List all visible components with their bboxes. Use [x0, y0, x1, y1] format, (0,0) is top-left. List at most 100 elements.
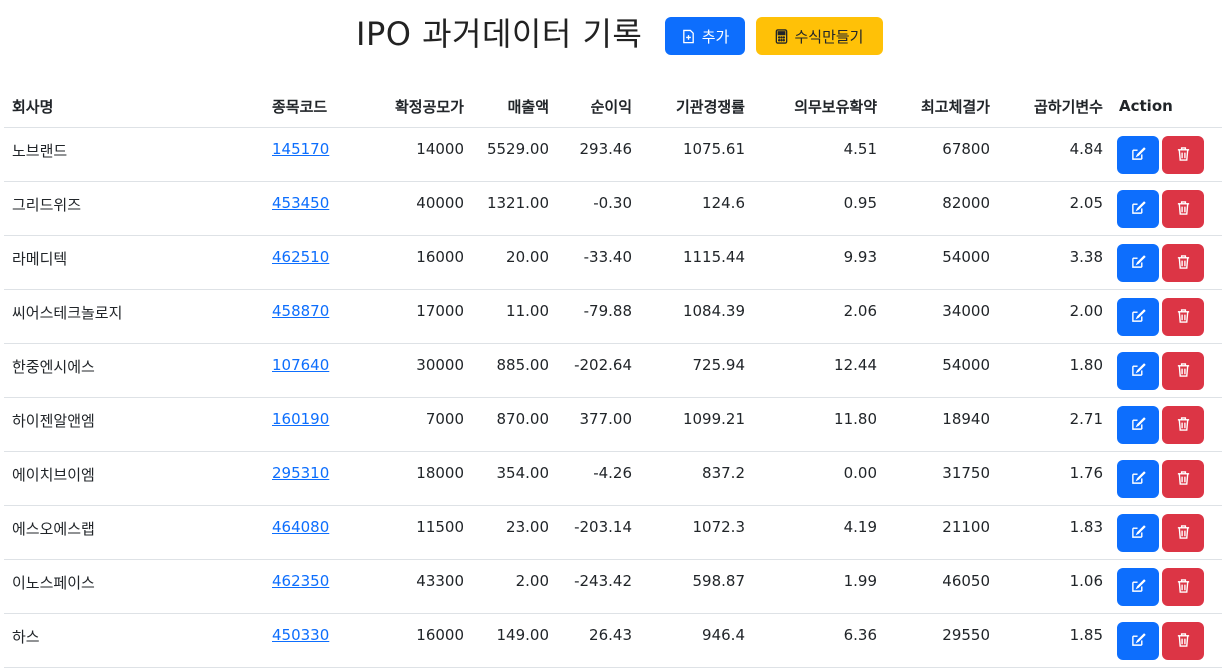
cell-company: 노브랜드	[4, 127, 264, 182]
pencil-square-icon	[1131, 362, 1146, 380]
cell-code: 462510	[264, 235, 344, 290]
cell-code: 160190	[264, 397, 344, 452]
cell-max-price: 34000	[885, 289, 998, 344]
code-link[interactable]: 462510	[272, 248, 330, 266]
cell-price: 30000	[344, 343, 472, 398]
cell-max-price: 18940	[885, 397, 998, 452]
code-link[interactable]: 107640	[272, 356, 330, 374]
delete-button[interactable]	[1162, 514, 1204, 552]
cell-price: 16000	[344, 613, 472, 668]
cell-max-price: 46050	[885, 559, 998, 614]
cell-sales: 870.00	[472, 397, 557, 452]
cell-company: 한중엔시에스	[4, 343, 264, 398]
code-link[interactable]: 453450	[272, 194, 330, 212]
edit-button[interactable]	[1117, 136, 1159, 174]
cell-max-price: 82000	[885, 181, 998, 236]
col-header-sales: 매출액	[472, 85, 557, 128]
formula-button[interactable]: 수식만들기	[756, 17, 883, 55]
edit-button[interactable]	[1117, 622, 1159, 660]
cell-sales: 2.00	[472, 559, 557, 614]
cell-action	[1111, 559, 1222, 614]
delete-button[interactable]	[1162, 460, 1204, 498]
code-link[interactable]: 160190	[272, 410, 330, 428]
cell-lockup: 11.80	[753, 397, 885, 452]
cell-competition: 837.2	[640, 451, 753, 506]
cell-multiplier: 2.05	[998, 181, 1111, 236]
code-link[interactable]: 464080	[272, 518, 330, 536]
file-plus-icon	[681, 29, 696, 44]
delete-button[interactable]	[1162, 244, 1204, 282]
cell-competition: 1072.3	[640, 505, 753, 560]
code-link[interactable]: 458870	[272, 302, 330, 320]
cell-sales: 149.00	[472, 613, 557, 668]
calculator-icon	[775, 28, 788, 44]
code-link[interactable]: 145170	[272, 140, 330, 158]
code-link[interactable]: 450330	[272, 626, 330, 644]
pencil-square-icon	[1131, 200, 1146, 218]
cell-multiplier: 2.00	[998, 289, 1111, 344]
cell-max-price: 54000	[885, 235, 998, 290]
col-header-code: 종목코드	[264, 85, 344, 128]
trash-icon	[1176, 362, 1191, 381]
cell-price: 43300	[344, 559, 472, 614]
pencil-square-icon	[1131, 470, 1146, 488]
trash-icon	[1176, 254, 1191, 273]
cell-company: 이노스페이스	[4, 559, 264, 614]
edit-button[interactable]	[1117, 298, 1159, 336]
delete-button[interactable]	[1162, 622, 1204, 660]
cell-competition: 1075.61	[640, 127, 753, 182]
cell-code: 145170	[264, 127, 344, 182]
edit-button[interactable]	[1117, 514, 1159, 552]
cell-price: 17000	[344, 289, 472, 344]
cell-action	[1111, 613, 1222, 668]
trash-icon	[1176, 200, 1191, 219]
edit-button[interactable]	[1117, 244, 1159, 282]
edit-button[interactable]	[1117, 190, 1159, 228]
delete-button[interactable]	[1162, 406, 1204, 444]
cell-lockup: 12.44	[753, 343, 885, 398]
cell-sales: 5529.00	[472, 127, 557, 182]
pencil-square-icon	[1131, 308, 1146, 326]
table-row: 하이젠알앤엠 160190 7000 870.00 377.00 1099.21 11.80…	[4, 397, 1222, 452]
table-row: 라메디텍 462510 16000 20.00 -33.40 1115.44 9.93 540…	[4, 235, 1222, 290]
edit-button[interactable]	[1117, 352, 1159, 390]
delete-button[interactable]	[1162, 298, 1204, 336]
trash-icon	[1176, 578, 1191, 597]
cell-competition: 725.94	[640, 343, 753, 398]
delete-button[interactable]	[1162, 136, 1204, 174]
edit-button[interactable]	[1117, 406, 1159, 444]
delete-button[interactable]	[1162, 568, 1204, 606]
cell-multiplier: 1.83	[998, 505, 1111, 560]
cell-lockup: 1.99	[753, 559, 885, 614]
cell-profit: -0.30	[557, 181, 640, 236]
cell-sales: 23.00	[472, 505, 557, 560]
page-header: IPO 과거데이터 기록 추가 수식만들기	[0, 0, 1222, 70]
cell-action	[1111, 181, 1222, 236]
cell-competition: 1084.39	[640, 289, 753, 344]
edit-button[interactable]	[1117, 568, 1159, 606]
trash-icon	[1176, 632, 1191, 651]
cell-multiplier: 1.80	[998, 343, 1111, 398]
formula-button-label: 수식만들기	[794, 27, 864, 46]
trash-icon	[1176, 308, 1191, 327]
cell-sales: 20.00	[472, 235, 557, 290]
table-row: 씨어스테크놀로지 458870 17000 11.00 -79.88 1084.39 2.0…	[4, 289, 1222, 344]
edit-button[interactable]	[1117, 460, 1159, 498]
code-link[interactable]: 295310	[272, 464, 330, 482]
code-link[interactable]: 462350	[272, 572, 330, 590]
table-row: 노브랜드 145170 14000 5529.00 293.46 1075.61 4.51 6…	[4, 127, 1222, 182]
cell-action	[1111, 289, 1222, 344]
ipo-table: 회사명 종목코드 확정공모가 매출액 순이익 기관경쟁률 의무보유확약 최고체결…	[4, 85, 1222, 668]
cell-profit: -79.88	[557, 289, 640, 344]
cell-multiplier: 1.06	[998, 559, 1111, 614]
cell-action	[1111, 343, 1222, 398]
cell-company: 에스오에스랩	[4, 505, 264, 560]
add-button[interactable]: 추가	[665, 17, 745, 55]
trash-icon	[1176, 524, 1191, 543]
cell-action	[1111, 127, 1222, 182]
cell-company: 씨어스테크놀로지	[4, 289, 264, 344]
delete-button[interactable]	[1162, 352, 1204, 390]
delete-button[interactable]	[1162, 190, 1204, 228]
cell-max-price: 54000	[885, 343, 998, 398]
pencil-square-icon	[1131, 416, 1146, 434]
